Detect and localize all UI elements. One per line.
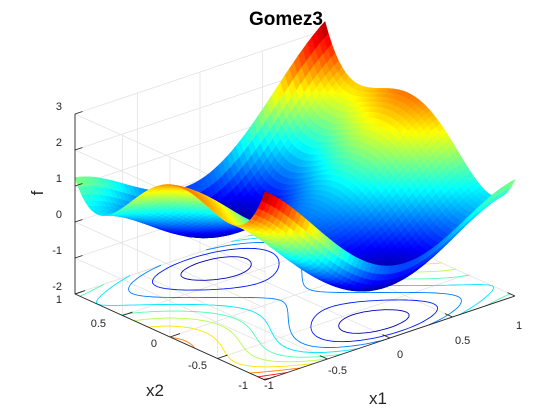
x1-tick-label: 0 xyxy=(397,349,403,361)
f-tick-label: -1 xyxy=(52,245,62,257)
x2-tick-label: 0.5 xyxy=(91,318,106,330)
x1-axis-label: x1 xyxy=(369,389,387,408)
x2-tick-label: -1 xyxy=(238,380,248,392)
x2-tick-label: 0 xyxy=(151,338,157,350)
chart-title: Gomez3 xyxy=(249,9,323,30)
x2-axis-label: x2 xyxy=(146,381,164,400)
f-tick-label: 0 xyxy=(56,209,62,221)
x1-tick-label: 0.5 xyxy=(455,335,470,347)
x1-tick-label: 1 xyxy=(516,320,522,332)
x1-tick-label: -1 xyxy=(264,380,274,392)
f-tick-label: 1 xyxy=(56,173,62,185)
f-tick-label: 2 xyxy=(56,137,62,149)
x1-tick-label: -0.5 xyxy=(328,365,347,377)
f-axis-label: f xyxy=(28,190,47,195)
f-tick-label: -2 xyxy=(52,281,62,293)
x2-tick-label: -0.5 xyxy=(188,360,207,372)
x2-tick-label: 1 xyxy=(56,294,62,306)
f-tick-label: 3 xyxy=(56,101,62,113)
